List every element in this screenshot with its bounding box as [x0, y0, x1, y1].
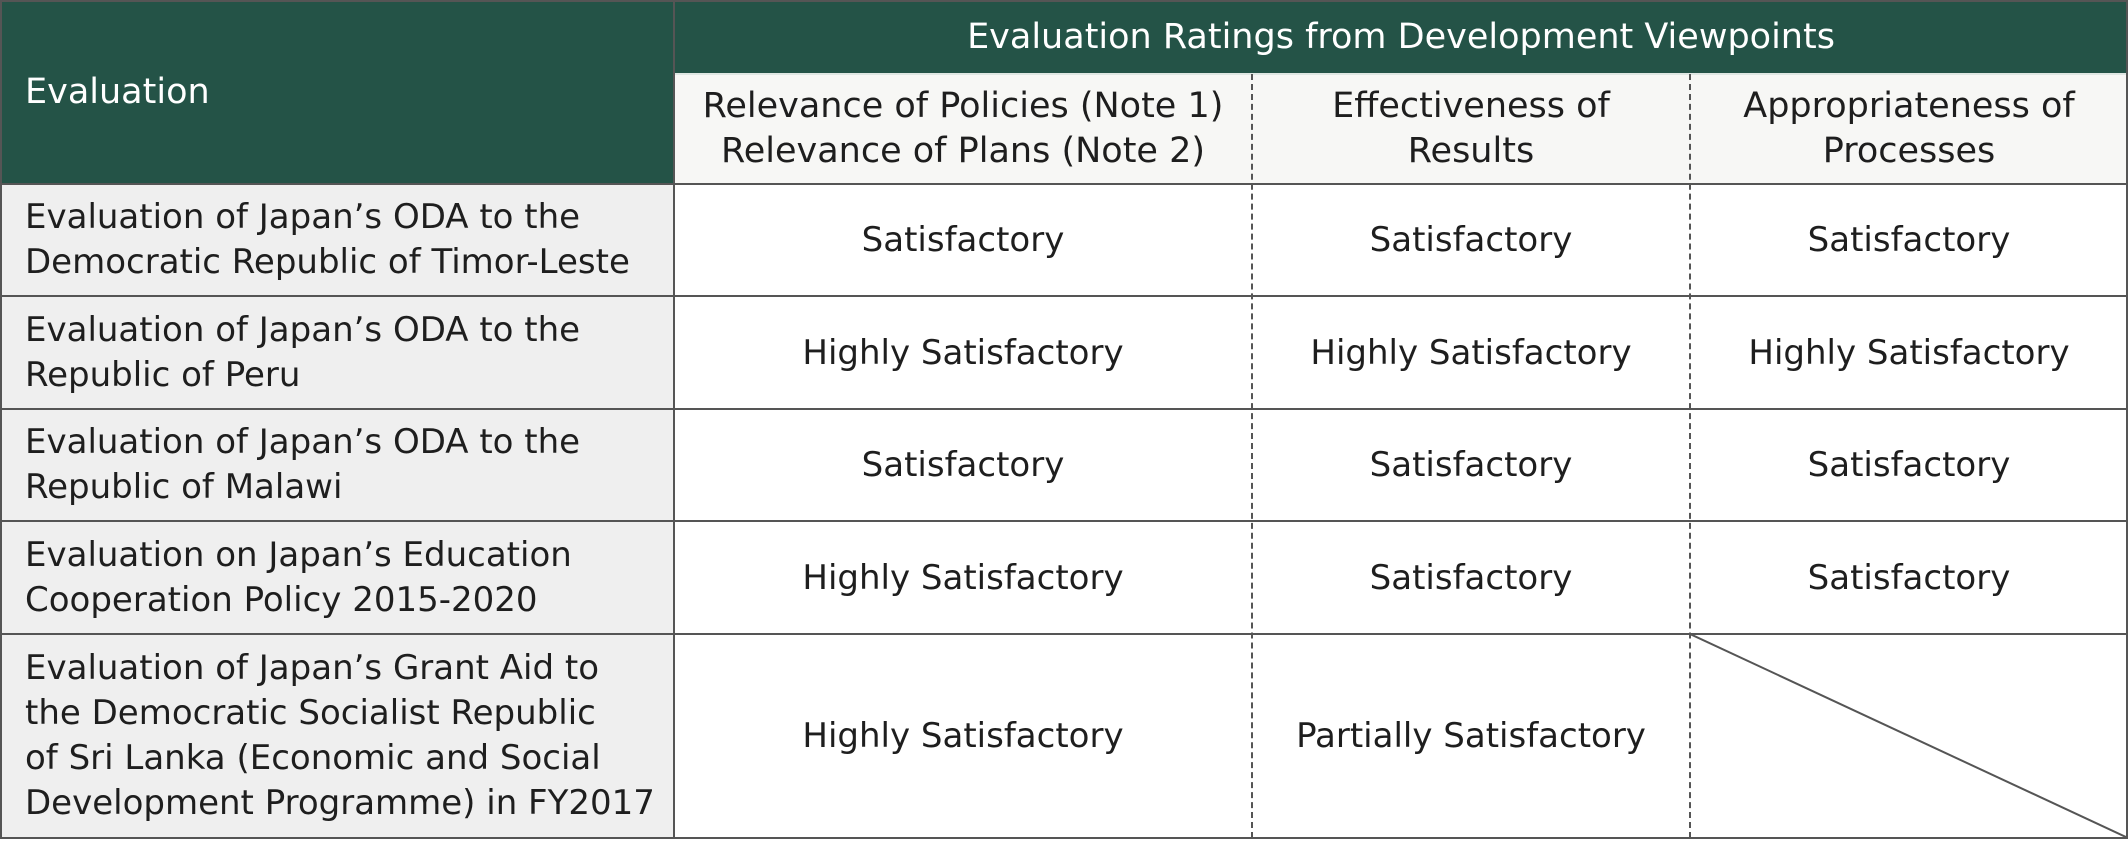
rating-appropriateness-peru: Highly Satisfactory [1690, 296, 2128, 409]
header-relevance-line1: Relevance of Policies (Note 1) [702, 86, 1224, 126]
row-divider [0, 183, 2128, 185]
row-label-text: Evaluation of Japan’s ODA to the Republi… [25, 308, 580, 398]
header-ratings-group-label: Evaluation Ratings from Development View… [967, 17, 1835, 57]
table-border-top [0, 0, 2128, 2]
not-applicable-diagonal [1690, 634, 2128, 838]
header-evaluation: Evaluation [0, 0, 674, 184]
header-relevance: Relevance of Policies (Note 1) Relevance… [674, 74, 1252, 184]
row-label-line: the Democratic Socialist Republic [25, 693, 596, 733]
rating-appropriateness-education-policy: Satisfactory [1690, 521, 2128, 634]
row-label-sri-lanka: Evaluation of Japan’s Grant Aid to the D… [0, 634, 674, 838]
rating-effectiveness-timor-leste: Satisfactory [1252, 184, 1690, 296]
header-appropriateness-line2: Processes [1822, 131, 1996, 171]
header-effectiveness-text: Effectiveness of Results [1332, 84, 1610, 174]
header-effectiveness-line2: Results [1407, 131, 1535, 171]
row-label-line: Cooperation Policy 2015-2020 [25, 579, 538, 620]
row-label-text: Evaluation of Japan’s ODA to the Republi… [25, 420, 580, 510]
column-divider-dashed [1251, 74, 1253, 838]
header-effectiveness: Effectiveness of Results [1252, 74, 1690, 184]
header-divider [674, 73, 2128, 75]
row-label-text: Evaluation on Japan’s Education Cooperat… [25, 533, 572, 623]
rating-relevance-timor-leste: Satisfactory [674, 184, 1252, 296]
table-border-right [2126, 0, 2128, 839]
row-label-line: Democratic Republic of Timor-Leste [25, 242, 630, 282]
rating-appropriateness-malawi: Satisfactory [1690, 409, 2128, 521]
row-label-text: Evaluation of Japan’s ODA to the Democra… [25, 195, 630, 285]
rating-relevance-peru: Highly Satisfactory [674, 296, 1252, 409]
row-label-education-policy: Evaluation on Japan’s Education Cooperat… [0, 521, 674, 634]
row-divider [0, 520, 2128, 522]
row-label-line: Republic of Peru [25, 354, 301, 395]
rating-effectiveness-peru: Highly Satisfactory [1252, 296, 1690, 409]
table-border-bottom [0, 837, 2128, 839]
row-label-line: Evaluation of Japan’s Grant Aid to [25, 648, 600, 688]
row-label-peru: Evaluation of Japan’s ODA to the Republi… [0, 296, 674, 409]
row-divider [0, 633, 2128, 635]
row-divider [0, 408, 2128, 410]
rating-relevance-sri-lanka: Highly Satisfactory [674, 634, 1252, 838]
row-label-text: Evaluation of Japan’s Grant Aid to the D… [25, 646, 655, 826]
row-label-timor-leste: Evaluation of Japan’s ODA to the Democra… [0, 184, 674, 296]
header-appropriateness-line1: Appropriateness of [1743, 86, 2075, 126]
row-label-line: Evaluation of Japan’s ODA to the [25, 422, 581, 462]
row-label-line: Evaluation of Japan’s ODA to the [25, 197, 581, 237]
rating-relevance-malawi: Satisfactory [674, 409, 1252, 521]
row-divider [0, 295, 2128, 297]
row-label-line: of Sri Lanka (Economic and Social [25, 738, 601, 778]
rating-appropriateness-sri-lanka [1690, 634, 2128, 838]
rating-effectiveness-sri-lanka: Partially Satisfactory [1252, 634, 1690, 838]
row-label-line: Evaluation on Japan’s Education [25, 534, 572, 575]
header-evaluation-label: Evaluation [25, 72, 210, 112]
rating-effectiveness-education-policy: Satisfactory [1252, 521, 1690, 634]
header-effectiveness-line1: Effectiveness of [1332, 86, 1610, 126]
header-ratings-group: Evaluation Ratings from Development View… [674, 0, 2128, 74]
row-label-line: Evaluation of Japan’s ODA to the [25, 309, 581, 350]
rating-effectiveness-malawi: Satisfactory [1252, 409, 1690, 521]
header-relevance-text: Relevance of Policies (Note 1) Relevance… [703, 84, 1224, 174]
row-label-line: Republic of Malawi [25, 467, 343, 507]
rating-appropriateness-timor-leste: Satisfactory [1690, 184, 2128, 296]
column-divider-dashed [1689, 74, 1691, 838]
row-label-malawi: Evaluation of Japan’s ODA to the Republi… [0, 409, 674, 521]
header-appropriateness: Appropriateness of Processes [1690, 74, 2128, 184]
header-appropriateness-text: Appropriateness of Processes [1743, 84, 2075, 174]
label-column-divider [673, 0, 675, 839]
table-border-left [0, 0, 2, 839]
row-label-line: Development Programme) in FY2017 [25, 783, 655, 823]
rating-relevance-education-policy: Highly Satisfactory [674, 521, 1252, 634]
header-relevance-line2: Relevance of Plans (Note 2) [720, 131, 1206, 171]
